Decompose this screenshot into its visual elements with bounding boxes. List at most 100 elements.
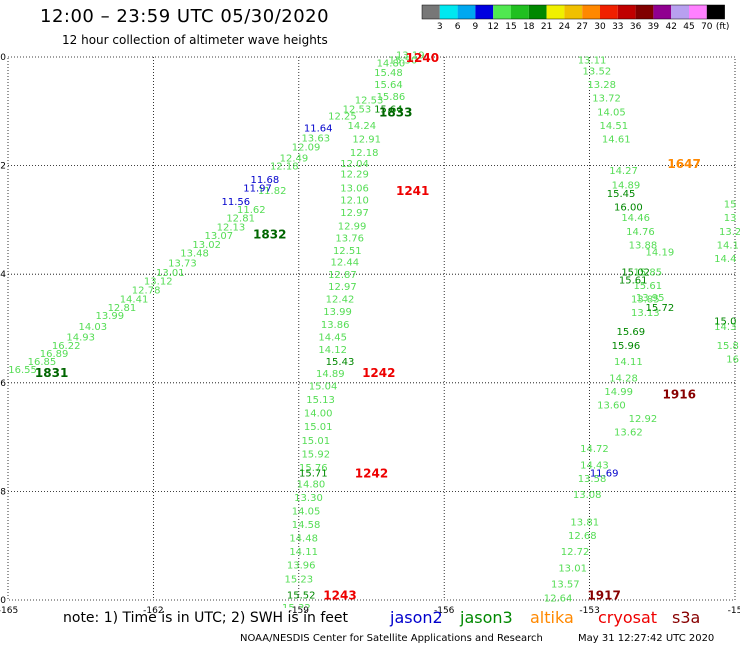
wave-height-label-jason2: 11.97	[243, 183, 272, 194]
wave-height-label-jason3: 14.89	[316, 369, 345, 380]
color-scale-tick: 36	[630, 22, 642, 32]
wave-height-label-jason3: 15.01	[301, 436, 330, 447]
footer-note: note: 1) Time is in UTC; 2) SWH is in fe…	[63, 610, 349, 626]
wave-height-label-jason3: 11.62	[237, 205, 266, 216]
color-scale-tick: 30	[594, 22, 606, 32]
wave-height-label-jason3: 13.60	[597, 401, 626, 412]
wave-height-label-jason3: 15.69	[616, 327, 645, 338]
wave-height-label-jason3: 14.46	[621, 213, 650, 224]
wave-height-label-jason3: 16.00	[614, 202, 643, 213]
color-scale-swatch	[493, 5, 511, 19]
color-scale-swatch	[635, 5, 654, 19]
color-scale-swatch	[653, 5, 672, 19]
color-scale-swatch	[546, 5, 565, 19]
color-scale-swatch	[600, 5, 618, 19]
wave-height-label-jason3: 12.99	[338, 221, 367, 232]
color-scale-tick: 9	[473, 22, 479, 32]
wave-height-label-jason3: 15.02	[621, 267, 650, 278]
color-scale-swatch	[671, 5, 689, 19]
wave-height-label-jason3: 15.85	[633, 267, 662, 278]
wave-height-label-jason3: 15.52	[287, 591, 316, 602]
wave-height-label-jason3: 15.71	[299, 468, 328, 479]
color-scale-tick: 42	[665, 22, 676, 32]
wave-height-label-jason3: 14.58	[292, 520, 321, 531]
wave-height-label-jason3: 15.23	[284, 574, 313, 585]
generated-timestamp: May 31 12:27:42 UTC 2020	[578, 633, 715, 644]
wave-height-label-jason3: 15.50	[389, 56, 418, 67]
wave-height-label-jason3: 12.18	[350, 148, 379, 159]
wave-height-label-jason3: 14.00	[304, 409, 333, 420]
wave-height-label-jason3: 14.61	[602, 134, 631, 145]
wave-height-label-jason3: 16.55	[8, 365, 37, 376]
wave-height-label-jason3: 16.85	[28, 357, 57, 368]
pass-time-label: 1832	[253, 227, 286, 241]
satellite-legend-jason3: jason3	[460, 608, 513, 627]
x-tick-label: -156	[434, 606, 455, 616]
wave-height-label-jason3: 12.44	[331, 258, 360, 269]
wave-height-label-jason3: 12.42	[326, 295, 355, 306]
wave-height-label-jason3: 13.2	[719, 227, 740, 238]
y-tick-label: -60	[0, 596, 6, 606]
wave-height-label-jason3: 14.80	[297, 479, 326, 490]
wave-height-label-jason3: 12.97	[340, 208, 369, 219]
pass-time-label: 1917	[587, 589, 620, 603]
wave-height-label-jason3: 12.25	[328, 112, 357, 123]
wave-height-label-jason3: 12.68	[568, 531, 597, 542]
pass-time-label: 1242	[355, 466, 388, 480]
pass-time-label: 1243	[323, 589, 356, 603]
color-scale-legend: 3 6 9 12 15 18 21 24 27 30 33 36 39 42 45 70 (ft)	[421, 4, 730, 32]
color-scale-tick: 70	[701, 22, 713, 32]
wave-height-label-jason3: 12.87	[328, 270, 357, 281]
wave-height-label-jason3: 13.48	[180, 248, 209, 259]
color-scale-tick: 3	[437, 22, 443, 32]
wave-height-label-jason3: 14.76	[626, 227, 655, 238]
wave-height-label-jason3: 13.86	[321, 320, 350, 331]
wave-height-label-jason3: 15.61	[633, 281, 662, 292]
wave-height-label-jason3: 15.04	[309, 382, 338, 393]
wave-height-label-jason3: 12.72	[561, 547, 590, 558]
pass-time-label: 1831	[35, 366, 68, 380]
wave-height-label-jason3: 12.51	[333, 246, 362, 257]
wave-height-label-jason3: 13.02	[192, 240, 221, 251]
x-tick-label: -159	[289, 606, 310, 616]
x-tick-label: -162	[143, 606, 163, 616]
wave-height-label-jason3: 15.45	[607, 189, 636, 200]
wave-height-label-jason3: 14.19	[646, 247, 675, 258]
pass-time-label: 1240	[406, 51, 439, 65]
wave-height-label-jason3: 14.48	[289, 534, 318, 545]
wave-height-label-jason3: 13.19	[396, 50, 425, 61]
wave-height-label-jason3: 15.64	[374, 80, 403, 91]
wave-height-label-jason3: 14.1	[717, 240, 739, 251]
wave-height-label-jason3: 12.91	[352, 134, 381, 145]
color-scale-tick: 15	[505, 22, 516, 32]
color-scale-swatch	[422, 5, 440, 19]
pass-time-label: 1242	[362, 366, 395, 380]
pass-time-label: 1647	[667, 157, 700, 171]
wave-height-label-jason3: 14.05	[597, 107, 626, 118]
wave-height-label-jason3: 12.92	[629, 414, 658, 425]
wave-height-label-jason3: 13.72	[592, 94, 621, 105]
wave-height-label-jason3: 13.88	[629, 240, 658, 251]
color-scale-swatch	[706, 5, 725, 19]
wave-height-label-jason3: 14.3	[714, 322, 736, 333]
wave-height-label-jason3: 13.07	[205, 231, 234, 242]
wave-height-label-jason2: 11.68	[251, 175, 280, 186]
wave-height-label-jason3: 15.64	[374, 105, 403, 116]
color-scale-tick: 33	[612, 22, 623, 32]
wave-height-label-jason3: 12.97	[328, 282, 357, 293]
wave-height-label-jason3: 13.13	[631, 308, 660, 319]
wave-height-label-jason3: 13.58	[578, 474, 607, 485]
y-tick-label: -56	[0, 379, 6, 389]
wave-height-label-jason3: 14.12	[318, 345, 347, 356]
wave-height-label-jason3: 14.99	[604, 387, 633, 398]
color-scale-unit: (ft)	[716, 22, 730, 32]
wave-height-label-jason3: 11.82	[258, 186, 287, 197]
wave-height-label-jason2: 11.69	[590, 468, 619, 479]
satellite-legend-cryosat: cryosat	[598, 608, 658, 627]
wave-height-label-jason3: 13.01	[558, 563, 587, 574]
wave-height-label-jason3: 14.11	[614, 357, 643, 368]
wave-height-label-jason3: 13.96	[287, 561, 316, 572]
color-scale-tick: 21	[541, 22, 552, 32]
wave-height-label-jason3: 13.99	[95, 311, 124, 322]
plot-frame	[7, 56, 736, 601]
